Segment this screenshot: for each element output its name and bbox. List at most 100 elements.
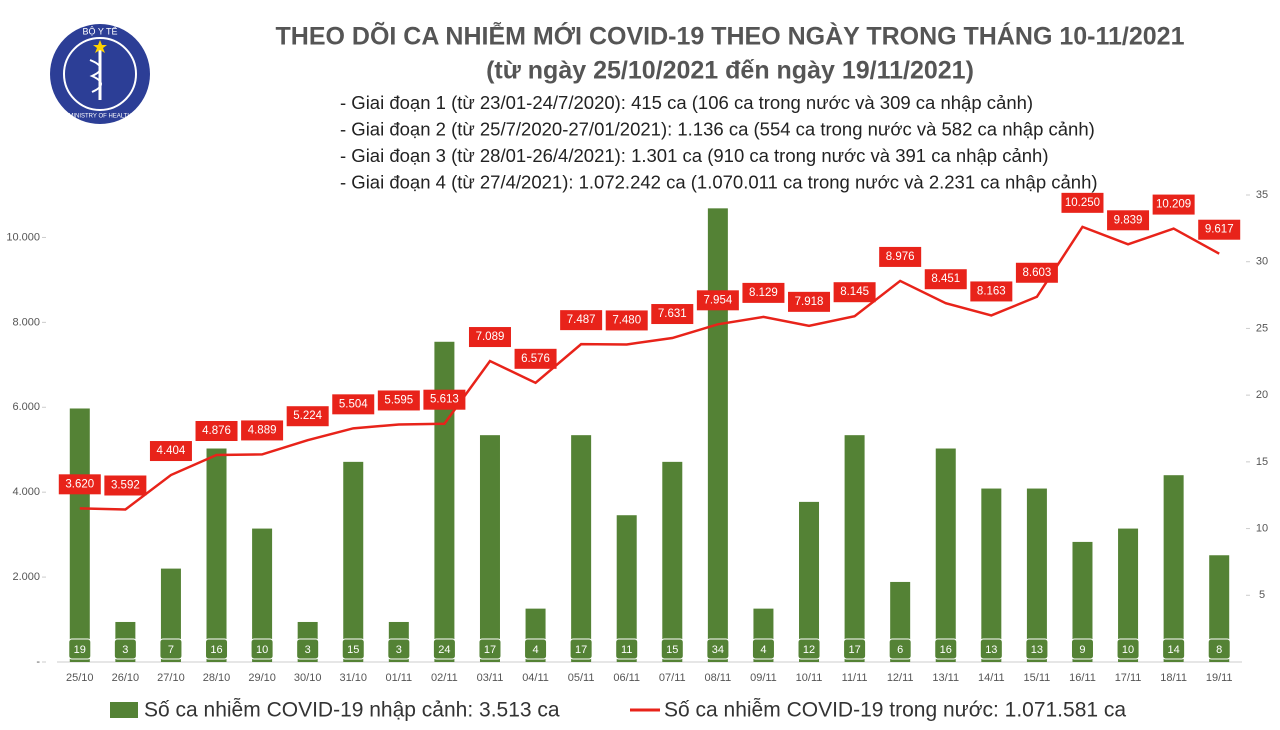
- bar-label: 15: [347, 644, 359, 656]
- bar: [1209, 555, 1230, 662]
- line-label: 10.209: [1156, 199, 1191, 211]
- bar-label: 19: [74, 644, 86, 656]
- bar-label-box: [660, 638, 684, 660]
- line-label: 7.480: [612, 314, 641, 326]
- line-label: 8.603: [1023, 267, 1052, 279]
- x-tick-label: 08/11: [705, 672, 732, 684]
- line-label-box: [1015, 262, 1058, 283]
- bar-label: 34: [712, 644, 724, 656]
- line-label-box: [788, 291, 831, 312]
- bar: [1118, 528, 1139, 662]
- legend-label: Số ca nhiễm COVID-19 nhập cảnh: 3.513 ca: [144, 699, 560, 722]
- line-label-box: [560, 310, 603, 331]
- x-tick-label: 31/10: [339, 672, 367, 684]
- x-tick-label: 02/11: [431, 672, 458, 684]
- bar: [844, 435, 865, 662]
- line-label: 7.954: [703, 294, 732, 306]
- y2-tick-label: 25: [1256, 322, 1268, 334]
- line-label: 4.876: [202, 425, 231, 437]
- line-label-box: [1107, 210, 1150, 231]
- bar: [479, 435, 500, 662]
- note: - Giai đoạn 1 (từ 23/01-24/7/2020): 415 …: [340, 92, 1033, 113]
- chart-title: THEO DÕI CA NHIỄM MỚI COVID-19 THEO NGÀY…: [276, 21, 1185, 51]
- x-tick-label: 13/11: [932, 672, 959, 684]
- x-tick-label: 05/11: [568, 672, 595, 684]
- line-label-box: [924, 269, 967, 290]
- bar-label-box: [1025, 638, 1049, 660]
- bar-label: 14: [1168, 644, 1180, 656]
- line-label: 3.592: [111, 480, 140, 492]
- x-tick-label: 07/11: [659, 672, 686, 684]
- bar-label-box: [432, 638, 456, 660]
- line-label: 8.451: [931, 273, 960, 285]
- bar-label: 16: [940, 644, 952, 656]
- line-label: 8.976: [886, 251, 915, 263]
- y2-tick-label: 20: [1256, 389, 1268, 401]
- bar-label: 7: [168, 644, 174, 656]
- bar: [1163, 475, 1184, 662]
- bar-label-box: [751, 638, 775, 660]
- y2-tick-label: 15: [1256, 456, 1268, 468]
- bar-label: 3: [305, 644, 311, 656]
- line-label: 5.613: [430, 394, 459, 406]
- line-label: 4.404: [157, 445, 186, 457]
- bar-label: 9: [1079, 644, 1085, 656]
- bar-label-box: [205, 638, 229, 660]
- line-label-box: [742, 282, 785, 303]
- x-tick-label: 11/11: [842, 672, 868, 684]
- line-label-box: [651, 304, 694, 325]
- x-tick-label: 04/11: [522, 672, 549, 684]
- bar-label: 12: [803, 644, 815, 656]
- line-label-box: [696, 290, 739, 311]
- x-tick-label: 01/11: [385, 672, 412, 684]
- line-label-box: [195, 420, 238, 441]
- bar-label-box: [1162, 638, 1186, 660]
- x-tick-label: 25/10: [66, 672, 94, 684]
- bar-label-box: [1207, 638, 1231, 660]
- bar-label-box: [706, 638, 730, 660]
- bar: [981, 488, 1002, 662]
- bar-label-box: [250, 638, 274, 660]
- logo: BỘ Y TẾ MINISTRY OF HEALTH: [50, 24, 150, 124]
- line-label-box: [879, 246, 922, 267]
- bar-label: 13: [1031, 644, 1043, 656]
- bar-label-box: [341, 638, 365, 660]
- line-label-box: [1198, 219, 1241, 240]
- bar-label-box: [68, 638, 92, 660]
- bar-label-box: [524, 638, 548, 660]
- legend-label: Số ca nhiễm COVID-19 trong nước: 1.071.5…: [664, 699, 1126, 722]
- x-tick-label: 18/11: [1160, 672, 1187, 684]
- bar: [662, 461, 683, 662]
- line-label-box: [423, 389, 466, 410]
- bar-label: 4: [532, 644, 538, 656]
- line: [79, 225, 1220, 511]
- x-tick-label: 17/11: [1115, 672, 1142, 684]
- bar-label: 17: [848, 644, 860, 656]
- bar-label-box: [797, 638, 821, 660]
- note: - Giai đoạn 2 (từ 25/7/2020-27/01/2021):…: [340, 118, 1095, 139]
- logo-bottom: MINISTRY OF HEALTH: [68, 114, 131, 120]
- logo-top: BỘ Y TẾ: [82, 26, 117, 36]
- bar-label-box: [615, 638, 639, 660]
- y-tick-label: -: [36, 656, 40, 668]
- x-tick-label: 14/11: [978, 672, 1005, 684]
- bar-label: 10: [1122, 644, 1134, 656]
- line-label-box: [58, 474, 101, 495]
- bar-label: 4: [760, 644, 766, 656]
- x-tick-label: 03/11: [477, 672, 504, 684]
- bar-label-box: [934, 638, 958, 660]
- y2-tick-label: 10: [1256, 522, 1268, 534]
- bar-label-box: [296, 638, 320, 660]
- line-label: 5.595: [384, 394, 413, 406]
- legend-swatch: [110, 702, 138, 718]
- x-tick-label: 12/11: [887, 672, 914, 684]
- line-label: 9.617: [1205, 224, 1234, 236]
- line-label-box: [833, 282, 876, 303]
- bar-label: 24: [438, 644, 450, 656]
- x-tick-label: 15/11: [1024, 672, 1051, 684]
- bar-label-box: [1070, 638, 1094, 660]
- y2-tick-label: 5: [1259, 589, 1265, 601]
- x-tick-label: 19/11: [1206, 672, 1233, 684]
- x-tick-label: 29/10: [248, 672, 276, 684]
